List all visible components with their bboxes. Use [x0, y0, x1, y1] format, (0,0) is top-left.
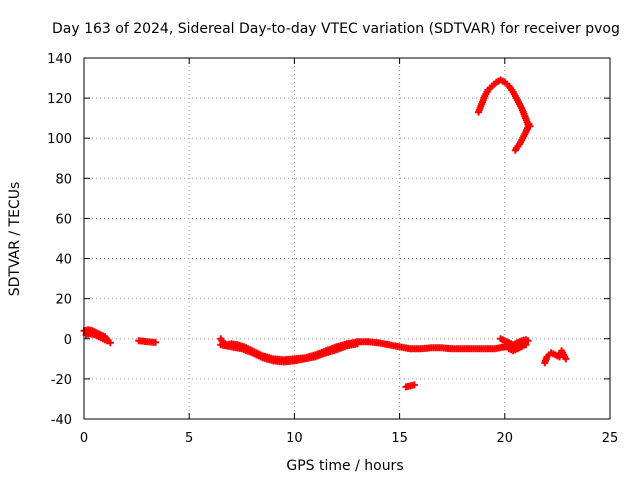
- grid-lines: [84, 58, 610, 419]
- y-tick-label: 100: [47, 132, 72, 147]
- y-tick-label: 0: [64, 333, 72, 348]
- x-axis-label: GPS time / hours: [286, 458, 403, 474]
- y-tick-label: 140: [47, 52, 72, 67]
- data-point-marker: [152, 338, 160, 346]
- x-tick-label: 5: [185, 431, 193, 446]
- data-points: [80, 76, 570, 391]
- plot-frame: [83, 57, 611, 420]
- y-tick-label: -40: [51, 413, 72, 428]
- data-point-marker: [562, 355, 570, 363]
- data-point-marker: [511, 146, 519, 154]
- y-tick-label: 120: [47, 92, 72, 107]
- x-tick-label: 25: [602, 431, 619, 446]
- x-tick-label: 15: [391, 431, 408, 446]
- axis-ticks: 0 5 10 15 20 25 -40 -20 0 20 40 60 80 100 120 140: [47, 52, 618, 446]
- x-tick-label: 10: [286, 431, 303, 446]
- y-tick-label: 20: [55, 293, 72, 308]
- data-point-marker: [410, 381, 418, 389]
- data-point-marker: [103, 337, 111, 345]
- x-tick-label: 0: [80, 431, 88, 446]
- data-point-marker: [524, 337, 532, 345]
- y-tick-label: 80: [55, 172, 72, 187]
- y-tick-label: -20: [51, 373, 72, 388]
- y-tick-label: 60: [55, 212, 72, 227]
- data-point-marker: [518, 343, 526, 351]
- chart-title: Day 163 of 2024, Sidereal Day-to-day VTE…: [52, 21, 620, 37]
- y-axis-label: SDTVAR / TECUs: [7, 182, 23, 297]
- x-tick-label: 20: [497, 431, 514, 446]
- y-tick-label: 40: [55, 253, 72, 268]
- data-point-marker: [354, 340, 362, 348]
